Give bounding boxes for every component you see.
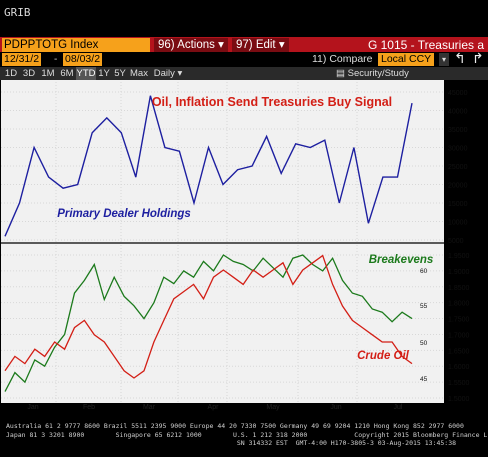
dealer-holdings-line — [4, 95, 413, 237]
y-tick-label-inner: 45 — [420, 376, 428, 383]
y-tick-label-right: 1.6000 — [448, 364, 470, 371]
y-tick-label-upper: 35000 — [448, 127, 468, 134]
currency-select[interactable]: Local CCY — [378, 53, 435, 66]
breakevens-line — [4, 254, 413, 392]
y-tick-label-upper: 40000 — [448, 109, 468, 116]
security-study-button[interactable]: ▤ Security/Study — [336, 67, 409, 80]
x-tick-label: Feb — [83, 404, 95, 411]
y-tick-label-upper: 30000 — [448, 146, 468, 153]
x-tick-label: Jul — [394, 404, 403, 411]
footer-line: Australia 61 2 9777 8600 Brazil 5511 239… — [6, 422, 464, 430]
y-tick-label-upper: 15000 — [448, 201, 468, 208]
timeframe-max[interactable]: Max — [130, 68, 148, 79]
footer-line: Japan 81 3 3201 8900 Singapore 65 6212 1… — [6, 430, 488, 439]
series-label-breakevens: Breakevens — [369, 254, 434, 266]
x-tick-label: Mar — [143, 404, 156, 411]
start-date-field[interactable]: 12/31/2 — [2, 53, 42, 66]
y-tick-label-upper: 10000 — [448, 220, 468, 227]
y-tick-label-inner: 55 — [420, 303, 428, 310]
footer-contact-info: Australia 61 2 9777 8600 Brazil 5511 239… — [6, 422, 488, 448]
x-tick-label: Jun — [330, 404, 341, 411]
crude-oil-line — [4, 254, 413, 379]
y-tick-label-inner: 60 — [420, 268, 428, 275]
series-label-dealer-holdings: Primary Dealer Holdings — [57, 208, 191, 220]
timeframe-1m[interactable]: 1M — [41, 68, 55, 79]
timeframe-5y[interactable]: 5Y — [114, 68, 126, 79]
forward-arrow-icon[interactable]: ↱ — [472, 50, 484, 66]
timeframe-ytd[interactable]: YTD — [76, 67, 96, 80]
date-separator: - — [54, 54, 58, 65]
y-tick-label-right: 1.6500 — [448, 348, 470, 355]
y-tick-label-right: 1.9000 — [448, 269, 470, 276]
y-tick-label-right: 1.8500 — [448, 285, 470, 292]
x-tick-label: May — [266, 404, 280, 411]
x-tick-label: Jan — [27, 404, 38, 411]
y-tick-label-inner: 50 — [420, 340, 428, 347]
edit-menu-button[interactable]: 97) Edit ▾ — [232, 38, 289, 52]
chart-icon: ▤ — [336, 68, 348, 79]
security-study-label: Security/Study — [347, 68, 409, 79]
axis-labels: 45000 40000 35000 30000 25000 20000 15000 10000… — [27, 90, 470, 411]
compare-button[interactable]: 11) Compare — [312, 53, 373, 65]
y-tick-label-right: 1.7500 — [448, 317, 470, 324]
y-tick-label-upper: 45000 — [448, 90, 468, 97]
y-tick-label-right: 1.5000 — [448, 396, 470, 403]
chevron-down-icon[interactable]: ▾ — [439, 53, 449, 66]
lower-panel-bg — [1, 243, 444, 403]
frequency-select[interactable]: Daily ▾ — [153, 68, 183, 79]
chart-area[interactable]: 45000 40000 35000 30000 25000 20000 15000 10000… — [0, 80, 488, 413]
chart-title: Oil, Inflation Send Treasuries Buy Signa… — [152, 95, 392, 109]
timeframe-1y[interactable]: 1Y — [98, 68, 110, 79]
end-date-field[interactable]: 08/03/2 — [63, 53, 103, 66]
y-tick-label-right: 1.8000 — [448, 301, 470, 308]
ticker-field[interactable]: PDPPTOTG Index — [2, 38, 150, 52]
y-tick-label-right: 1.9500 — [448, 253, 470, 260]
series-lines — [4, 95, 413, 392]
graph-title: G 1015 - Treasuries a — [367, 38, 484, 52]
timeframe-6m[interactable]: 6M — [60, 68, 74, 79]
x-tick-label: Apr — [208, 404, 220, 411]
screen-code: GRIB — [4, 6, 31, 19]
y-tick-label-right: 1.7000 — [448, 332, 470, 339]
timeframe-1d[interactable]: 1D — [4, 68, 18, 79]
timeframe-3d[interactable]: 3D — [22, 68, 36, 79]
upper-gridlines — [1, 82, 444, 242]
actions-menu-button[interactable]: 96) Actions ▾ — [154, 38, 228, 52]
y-tick-label-upper: 25000 — [448, 164, 468, 171]
y-tick-label-upper: 5000 — [448, 238, 464, 245]
footer-line: SN 314332 EST GMT-4:00 H170-3805-3 03-Au… — [6, 439, 457, 447]
date-bar — [0, 52, 488, 67]
y-tick-label-upper: 20000 — [448, 183, 468, 190]
y-tick-label-right: 1.5500 — [448, 380, 470, 387]
series-label-crude-oil: Crude Oil — [357, 350, 410, 362]
timeframe-bar — [0, 67, 488, 80]
back-arrow-icon[interactable]: ↰ — [454, 50, 466, 66]
